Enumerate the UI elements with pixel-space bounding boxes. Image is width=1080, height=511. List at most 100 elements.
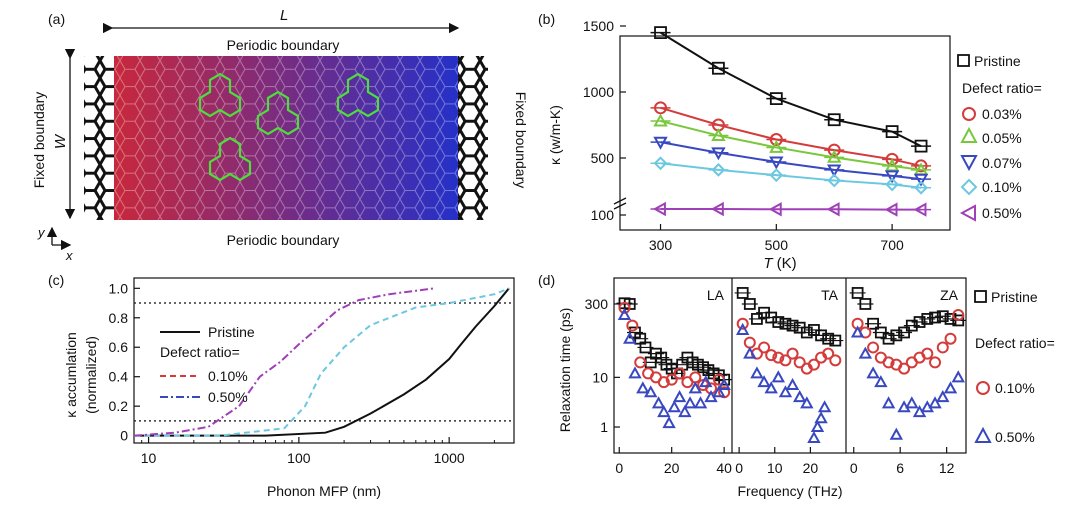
data-point [653,136,668,150]
defect-cluster [336,72,380,118]
y-tick-label: 500 [591,150,615,166]
data-point [800,326,813,339]
data-point [807,358,820,371]
data-point [827,164,842,178]
data-point [914,139,928,153]
legend-010-label: 0.10% [995,380,1035,396]
data-point [710,201,724,217]
data-point [636,381,650,394]
panel-a: (a) L Periodic boundary W Fixed boundary… [31,7,529,263]
legend-050-label: 0.50% [982,205,1022,221]
data-point [699,375,713,388]
data-point [750,366,764,379]
defect-cluster [198,72,242,118]
data-point [769,92,783,105]
legend-title: Defect ratio= [962,80,1042,96]
data-point [657,405,671,418]
data-point [800,396,814,409]
legend-005-label: 0.05% [982,130,1022,146]
data-point [618,301,631,314]
x-tick-label: 20 [803,460,819,476]
panel-b-label: (b) [538,11,555,27]
data-point [827,149,842,163]
data-point [765,349,778,362]
data-point [885,152,899,166]
right-fixed-region [458,56,488,220]
data-point [874,326,887,339]
data-point [829,354,842,367]
data-point [936,341,949,354]
data-point [653,113,668,127]
legend-050-marker [959,204,976,222]
axis-y-label: y [37,225,46,240]
top-boundary-label: Periodic boundary [227,37,340,53]
data-point [678,405,692,418]
legend-pristine-marker [974,290,987,303]
data-point [769,156,784,170]
data-point [882,356,895,369]
data-point [758,341,771,354]
series-line [660,31,922,148]
data-point [786,319,799,332]
panel-b-ylabel: κ (w/m-K) [547,105,563,165]
left-boundary-label: Fixed boundary [31,92,47,189]
legend-007-label: 0.07% [982,155,1022,171]
data-point [617,307,632,320]
panel-d-label: (d) [538,272,555,288]
legend-010-marker [960,178,978,196]
data-point [792,390,807,403]
data-point [771,370,786,383]
data-point [913,316,926,328]
legend-003-marker [962,107,976,121]
data-point [827,173,842,188]
data-point [736,287,749,299]
data-point [751,313,763,325]
data-point [786,347,799,360]
legend-010-label: 0.10% [208,368,248,384]
data-point [718,373,731,386]
data-point [874,375,888,388]
x-tick-label: 0 [615,460,623,476]
data-point [905,319,918,332]
legend-title: Defect ratio= [160,344,240,360]
series-line [660,120,922,171]
data-point [654,26,667,40]
series-line [660,106,922,167]
data-point [769,133,783,147]
panel-b-legend: Pristine Defect ratio= 0.03% 0.05% 0.07%… [957,53,1042,222]
series-line [133,287,435,437]
data-point [885,125,899,138]
axis-x-label: x [65,248,73,263]
series-line [134,287,510,437]
panel-d-plot-frame [613,277,967,454]
data-point [884,170,900,184]
data-point [673,367,686,380]
data-point [667,400,682,413]
panel-a-label: (a) [48,11,65,27]
data-point [736,317,749,330]
data-point [665,373,678,386]
x-tick-label: 100 [287,450,311,466]
data-point [914,159,928,173]
data-point [688,381,702,394]
length-label: L [280,7,288,24]
panel-c-xlabel: Phonon MFP (nm) [267,483,381,499]
data-point [928,396,942,409]
data-point [628,366,642,379]
defect-cluster [208,136,252,182]
x-tick-label: 1000 [434,450,465,466]
data-point [779,317,792,330]
data-point [943,381,958,394]
legend-010-marker [976,381,990,395]
x-tick-label: 700 [880,237,904,253]
panel-c-legend: Pristine Defect ratio= 0.10% 0.50% [160,324,255,405]
legend-title: Defect ratio= [975,335,1055,351]
bottom-boundary-label: Periodic boundary [227,232,340,248]
data-point [743,346,757,359]
data-point [858,346,873,359]
x-tick-label: 20 [664,460,680,476]
y-tick-label: 300 [585,296,609,312]
data-point [929,311,941,324]
data-point [817,400,832,413]
